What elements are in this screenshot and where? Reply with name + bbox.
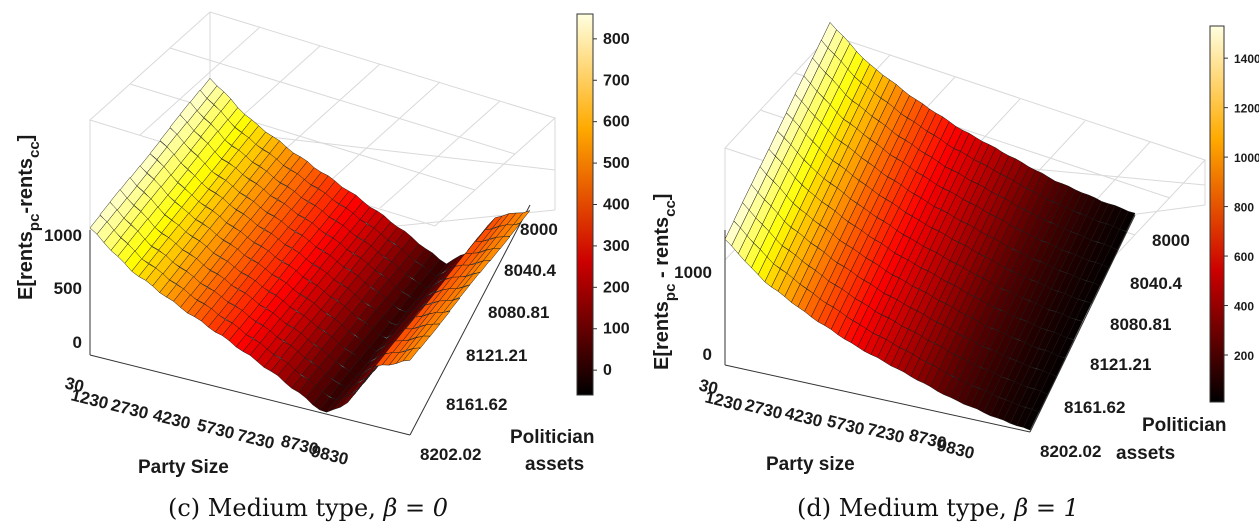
colorbar-tick-label: 200 [603,279,630,296]
panel-d-y-tick: 8121.21 [1090,355,1151,374]
panel-d-x-tick: 9830 [935,435,976,463]
panel-c-x-tick: 9830 [309,441,350,469]
surface-patch [442,297,461,314]
panel-d-x-tick: 1230 [703,387,744,415]
panel-d-z-ticks: 1000 0 [674,263,712,364]
surface-patch [1066,319,1083,340]
colorbar-tick-label: 1200 [1234,102,1259,116]
panel-c-y-ticks: 8000 8040.4 8080.81 8121.21 8161.62 8202… [420,220,558,464]
colorbar-tick-label: 400 [1234,300,1254,314]
panel-c-z-tick: 0 [73,333,82,352]
panel-d-x-tick: 2730 [743,395,784,423]
colorbar-tick-label: 600 [1234,250,1254,264]
panel-c-y-tick: 8121.21 [466,346,527,365]
panel-c-y-tick: 8080.81 [488,303,549,322]
panel-c-x-axis-line [89,354,411,436]
panel-c-surface [89,77,531,413]
panel-d-z-tick: 0 [703,345,712,364]
panel-d-x-axis-label: Party size [766,454,855,475]
panel-d-y-tick: 8161.62 [1064,398,1125,417]
panel-d-y-tick: 8040.4 [1130,274,1183,293]
panel-d-z-tick: 1000 [674,263,712,282]
panel-c-x-tick: 4230 [151,405,192,433]
colorbar-tick-label: 700 [603,72,630,89]
panel-c-y-tick: 8040.4 [504,261,557,280]
panel-d-y-tick: 8202.02 [1040,442,1101,461]
panel-d-y-ticks: 8000 8040.4 8080.81 8121.21 8161.62 8202… [1040,231,1190,461]
surface-patch [452,284,471,301]
panel-c-y-tick: 8000 [520,220,558,239]
colorbar-tick-label: 100 [603,321,630,338]
panel-c-y-axis-line [409,204,531,436]
panel-c-z-ticks: 1000 500 0 [44,226,82,352]
panel-c: 1000 500 0 30 1230 2730 4230 5730 7230 8… [15,11,630,522]
colorbar-tick-label: 200 [1234,349,1254,363]
panel-d-caption: (d) Medium type, β = 1 [797,494,1079,522]
surface-patch [402,347,421,362]
surface-patch [512,210,531,226]
panel-d: 1000 0 30 1230 2730 4230 5730 7230 8730 … [651,21,1259,522]
colorbar-tick-label: 1000 [1234,151,1259,165]
panel-d-y-axis-label-line1: Politician [1142,415,1226,436]
panel-c-y-axis-label-line1: Politician [510,427,594,448]
panel-c-x-tick: 1230 [69,385,110,413]
colorbar-tick-label: 0 [603,362,612,379]
panel-c-z-tick: 500 [54,279,82,298]
panel-c-x-tick: 2730 [109,395,150,423]
colorbar-tick-label: 800 [1234,201,1254,215]
colorbar-tick-label: 1400 [1234,52,1259,66]
colorbar-tick-label: 600 [603,114,630,131]
surface-patch [1023,408,1040,431]
panel-d-colorbar [1209,25,1225,403]
panel-c-y-tick: 8161.62 [446,395,507,414]
colorbar-tick-label: 400 [603,197,630,214]
panel-d-z-axis-label: E[rentspc - rentscc] [651,194,679,370]
colorbar-tick-label: 500 [603,155,630,172]
panel-c-caption: (c) Medium type, β = 0 [168,494,448,522]
panel-d-colorbar-ticks: 200 400 600 800 1000 1200 1400 [1224,52,1259,363]
panel-d-x-tick: 5730 [825,411,866,439]
panel-c-z-tick: 1000 [44,226,82,245]
panel-d-y-tick: 8000 [1152,231,1190,250]
panel-c-y-tick: 8202.02 [420,445,481,464]
surface-patch [462,271,481,288]
panel-d-y-axis-label-line2: assets [1116,443,1175,464]
panel-c-colorbar-ticks: 0 100 200 300 400 500 600 700 800 [593,31,630,379]
panel-d-y-tick: 8080.81 [1110,315,1171,334]
panel-d-x-tick: 4230 [783,403,824,431]
panel-c-x-tick: 7230 [235,425,276,453]
panel-c-x-tick: 30 [63,373,86,396]
panel-d-surface [724,21,1136,431]
panel-d-x-axis-line [724,364,1031,433]
panel-d-x-tick: 30 [697,375,720,398]
panel-c-x-tick: 5730 [195,415,236,443]
panel-c-y-axis-label-line2: assets [525,454,584,475]
panel-d-x-tick: 7230 [865,419,906,447]
panel-c-x-axis-label: Party Size [138,457,229,478]
panel-d-y-axis-line [1029,214,1136,433]
panel-c-colorbar [576,13,594,396]
colorbar-tick-label: 800 [603,31,630,48]
panel-c-z-axis-label: E[rentspc-rentscc] [15,135,43,300]
colorbar-tick-label: 300 [603,238,630,255]
